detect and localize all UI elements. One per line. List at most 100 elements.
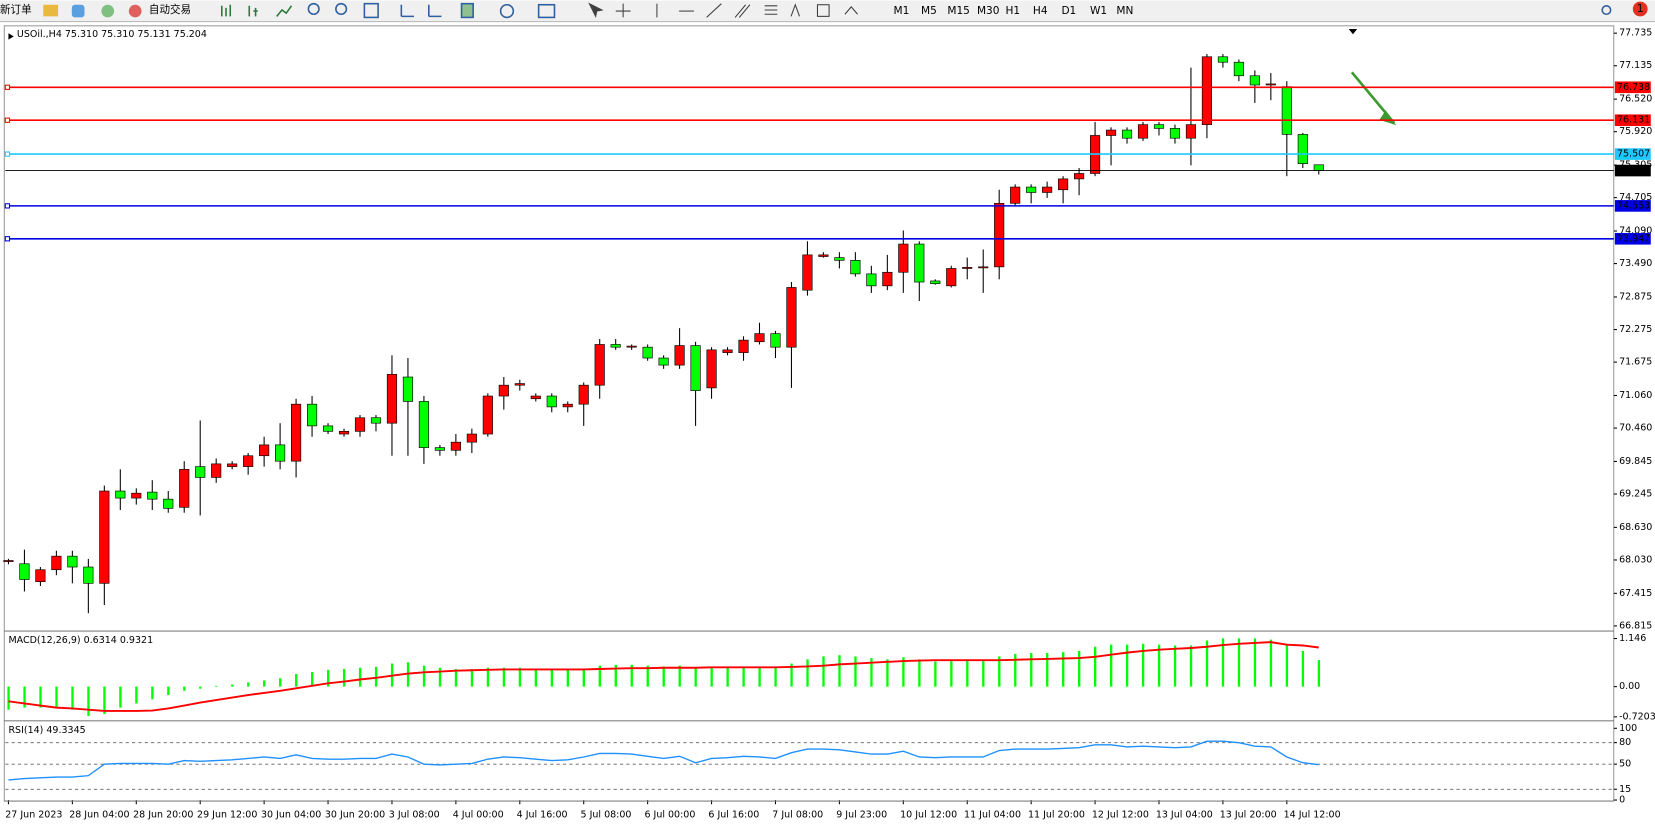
macd-bar	[566, 669, 570, 687]
line-price-box	[1614, 114, 1651, 127]
y-tick-label: 50	[1619, 759, 1631, 770]
icon-templates[interactable]	[537, 3, 556, 19]
macd-bar	[598, 665, 601, 687]
icon-search[interactable]	[1601, 5, 1612, 16]
candle-body	[370, 417, 382, 424]
icon-zoom-in[interactable]	[307, 2, 320, 16]
macd-bar	[742, 667, 745, 687]
candle-body	[514, 383, 525, 386]
macd-bar	[358, 667, 362, 687]
icon[interactable]	[128, 4, 142, 18]
icon-tile[interactable]	[363, 2, 379, 19]
timeframe-button[interactable]: M1	[894, 5, 910, 17]
timeframe-button[interactable]: H4	[1033, 5, 1048, 17]
icon-candles[interactable]	[248, 5, 258, 17]
candle-body	[850, 260, 861, 275]
macd-bar	[1205, 640, 1209, 687]
candle-body	[1249, 75, 1260, 86]
candle-body	[882, 271, 893, 287]
icon-periods[interactable]	[499, 3, 515, 19]
icon-bars[interactable]	[221, 4, 232, 17]
notification-badge[interactable]	[1632, 1, 1648, 17]
candle-body	[211, 463, 222, 478]
x-tick-label: 30 Jun 20:00	[325, 809, 385, 820]
icon-label[interactable]	[816, 4, 830, 17]
candle-body	[690, 345, 701, 391]
candle-body	[19, 563, 30, 580]
timeframe-button[interactable]: M30	[977, 5, 1000, 17]
icon-crosshair[interactable]	[615, 3, 631, 18]
y-tick-label: 15	[1619, 784, 1631, 795]
y-tick-label: 75.920	[1619, 126, 1652, 137]
macd-bar	[502, 667, 506, 687]
candle-body	[259, 444, 270, 457]
icon[interactable]	[101, 4, 115, 18]
line-price-box	[1614, 81, 1651, 94]
x-tick-label: 30 Jun 04:00	[261, 809, 321, 820]
y-tick-label: -0.7203	[1619, 711, 1655, 722]
timeframe-button[interactable]: M5	[921, 5, 937, 17]
candle-body	[738, 339, 749, 353]
icon-zoom-out[interactable]	[335, 2, 348, 16]
timeframe-button[interactable]: W1	[1090, 5, 1107, 17]
icon[interactable]	[71, 4, 85, 18]
candle-body	[275, 444, 286, 462]
macd-bar	[326, 669, 330, 687]
x-tick-label: 11 Jul 20:00	[1028, 809, 1085, 820]
candle-body	[1297, 134, 1308, 165]
macd-bar	[311, 671, 314, 687]
timeframe-button[interactable]: H1	[1005, 5, 1020, 17]
icon-text[interactable]	[790, 3, 801, 17]
icon-trendline[interactable]	[706, 3, 722, 18]
macd-bar	[263, 680, 266, 687]
line-price-label: 75.507	[1617, 149, 1650, 160]
macd-bar	[1253, 638, 1257, 687]
macd-bar	[998, 656, 1001, 687]
y-tick-label: 71.675	[1619, 357, 1652, 368]
line-price-box	[1614, 200, 1651, 212]
macd-bar	[854, 656, 857, 687]
y-tick-label: 0	[1619, 795, 1625, 806]
auto-trading-button[interactable]: 自动交易	[149, 3, 191, 16]
x-tick-label: 6 Jul 00:00	[644, 809, 695, 820]
y-tick-label: 1.146	[1619, 633, 1646, 644]
macd-bar	[582, 669, 585, 687]
x-tick-label: 9 Jul 23:00	[836, 809, 887, 820]
macd-bar	[55, 686, 58, 708]
icon-indicators[interactable]	[460, 2, 474, 19]
macd-bar	[87, 686, 90, 717]
candle-body	[466, 433, 477, 443]
icon-fibo[interactable]	[764, 5, 778, 15]
candle-body	[195, 466, 206, 478]
macd-bar	[135, 686, 138, 704]
macd-bar	[374, 666, 378, 687]
x-tick-label: 27 Jun 2023	[5, 809, 62, 820]
candle-body	[1185, 124, 1197, 139]
candle-body	[834, 257, 845, 261]
y-tick-label: 72.275	[1619, 324, 1652, 335]
macd-bar	[950, 660, 953, 687]
icon-line[interactable]	[276, 5, 293, 17]
candle-body	[67, 555, 78, 568]
new-order-button[interactable]: 新订单	[0, 3, 32, 16]
icon-cursor[interactable]	[588, 2, 604, 18]
candle-body	[818, 254, 829, 257]
icon-scroll[interactable]	[400, 4, 442, 18]
icon[interactable]	[43, 4, 59, 17]
macd-bar	[518, 667, 522, 687]
icon-shapes[interactable]	[844, 6, 859, 15]
y-tick-label: 72.875	[1619, 291, 1652, 302]
icon-channel[interactable]	[734, 4, 751, 18]
timeframe-button[interactable]: M15	[947, 5, 970, 17]
timeframe-button[interactable]: D1	[1061, 5, 1076, 17]
macd-bar	[1094, 646, 1097, 687]
line-handle	[4, 236, 11, 242]
candle-body	[1153, 124, 1165, 129]
candle-body	[610, 344, 621, 348]
candle-body	[35, 569, 46, 582]
macd-bar	[630, 664, 633, 687]
x-tick-label: 14 Jul 12:00	[1284, 809, 1341, 820]
candle-body	[1026, 186, 1037, 193]
candle-body	[658, 357, 669, 366]
timeframe-button[interactable]: MN	[1116, 5, 1133, 17]
